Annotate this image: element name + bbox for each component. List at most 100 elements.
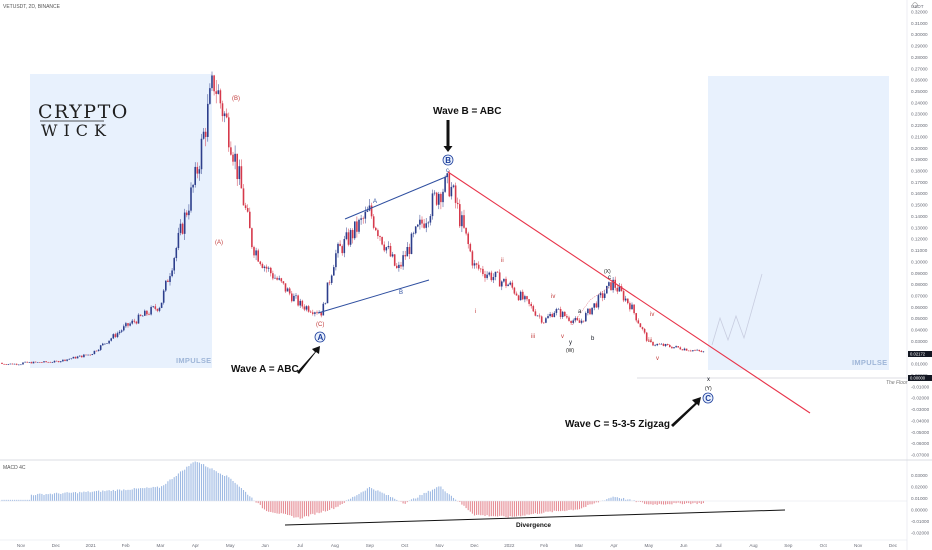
candle-body	[265, 266, 268, 269]
candle-body	[171, 270, 173, 277]
price-tick: 0.24000	[911, 100, 928, 105]
candle-body	[427, 222, 430, 224]
candle-body	[574, 318, 577, 321]
price-tick: 0.15000	[911, 203, 928, 208]
price-tick: 0.17000	[911, 180, 928, 185]
candle-body	[282, 281, 285, 284]
price-tick: 0.26000	[911, 78, 928, 83]
candle-body	[137, 314, 140, 324]
candle-body	[582, 320, 585, 322]
candle-body	[545, 318, 547, 323]
candle-body	[34, 361, 37, 363]
candle-body	[192, 184, 194, 188]
candle-body	[629, 303, 631, 310]
candle-body	[263, 266, 266, 268]
candle-body	[496, 271, 499, 273]
candle-body	[51, 362, 54, 363]
candle-body	[540, 316, 543, 323]
candle-body	[377, 230, 379, 237]
candle-body	[593, 303, 595, 308]
candle-body	[261, 264, 264, 268]
candle-body	[223, 113, 226, 117]
candle-body	[557, 308, 560, 310]
price-axis-ticks: 0.32000 0.31000 0.30000 0.29000 0.28000 0.270…	[911, 10, 930, 458]
time-tick: Aug	[331, 543, 340, 548]
wave-y-small: y	[569, 340, 572, 346]
candle-body	[622, 291, 625, 301]
quote-label: USDT	[911, 4, 924, 9]
candle-body	[93, 350, 96, 355]
price-tick: 0.13000	[911, 225, 928, 230]
price-tick: -0.04000	[911, 418, 930, 423]
candle-body	[664, 344, 667, 346]
candle-body	[320, 312, 322, 316]
candle-body	[662, 343, 665, 346]
candle-body	[456, 202, 459, 205]
candle-body	[41, 362, 43, 363]
candle-body	[141, 315, 144, 317]
candle-body	[209, 88, 211, 104]
candle-body	[244, 205, 247, 209]
macd-tick: -0.01000	[911, 519, 930, 524]
candle-body	[343, 238, 346, 254]
candle-body	[379, 236, 381, 237]
candle-body	[202, 131, 205, 139]
candle-body	[99, 345, 102, 350]
candle-body	[83, 354, 85, 358]
candle-body	[55, 360, 58, 362]
impulse-box-left	[30, 74, 212, 368]
time-tick: Dec	[889, 543, 898, 548]
time-tick: Sep	[366, 543, 375, 548]
macd-tick: 0.01000	[911, 496, 928, 501]
wave-c-small: c	[608, 275, 611, 281]
price-badge-current	[908, 351, 932, 357]
candle-body	[324, 303, 327, 304]
candle-body	[375, 227, 377, 231]
candle-body	[610, 282, 612, 291]
candle-body	[194, 166, 196, 185]
candle-body	[339, 243, 341, 247]
candle-body	[364, 211, 367, 219]
candle-body	[526, 296, 528, 300]
candle-body	[608, 282, 610, 286]
candle-body	[97, 349, 100, 352]
candle-body	[400, 264, 402, 267]
candle-body	[362, 218, 364, 219]
price-tick: 0.11000	[911, 248, 928, 253]
candle-body	[118, 331, 121, 334]
candle-body	[160, 302, 163, 308]
candle-body	[650, 340, 652, 342]
candle-body	[507, 284, 509, 287]
candle-body	[3, 363, 5, 365]
time-tick: Nov	[854, 543, 863, 548]
candle-body	[366, 210, 369, 212]
candle-body	[30, 362, 33, 364]
candle-body	[471, 251, 474, 266]
candle-body	[620, 286, 623, 292]
candle-body	[154, 306, 157, 309]
candle-body	[217, 90, 220, 94]
settings-icon[interactable]	[912, 2, 918, 8]
price-badge-current-text: 0.02172	[910, 352, 926, 357]
candle-body	[204, 131, 207, 137]
floor-label: The Floor	[886, 380, 908, 386]
candle-body	[566, 316, 568, 318]
candle-body	[461, 215, 463, 227]
candle-body	[110, 338, 112, 341]
candle-body	[78, 355, 81, 357]
candle-body	[572, 320, 574, 323]
candle-body	[412, 233, 415, 234]
candle-body	[549, 313, 551, 317]
candle-body	[179, 223, 182, 233]
candle-body	[387, 245, 390, 248]
time-tick: Dec	[52, 543, 61, 548]
price-tick: -0.02000	[911, 396, 930, 401]
candle-body	[95, 350, 98, 352]
time-tick: Sep	[784, 543, 793, 548]
candle-body	[173, 258, 175, 271]
wave-b-annotation: Wave B = ABC	[433, 106, 501, 117]
macd-histogram	[0, 461, 907, 519]
candle-body	[410, 233, 413, 254]
candle-body	[433, 192, 436, 194]
